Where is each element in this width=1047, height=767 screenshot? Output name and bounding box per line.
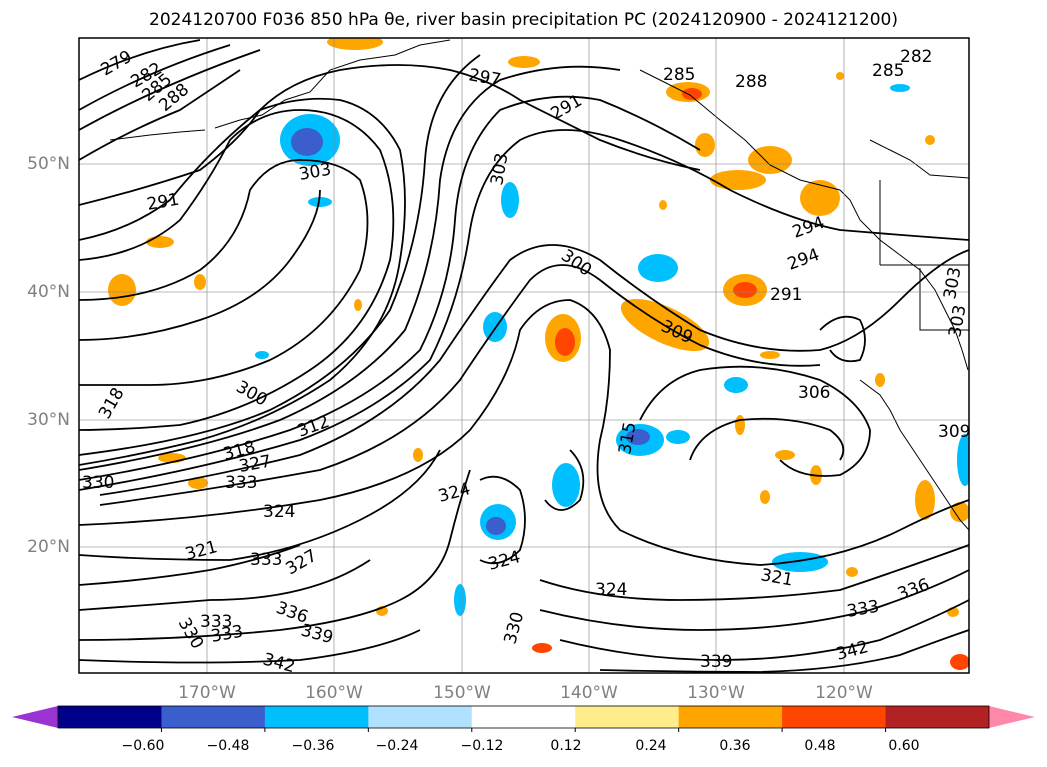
contour-label: 333	[225, 473, 257, 493]
contour-label: 285	[872, 61, 904, 81]
contour-label: 285	[663, 65, 695, 85]
lon-tick-label: 140°W	[560, 683, 618, 703]
colorbar-label: 0.48	[804, 738, 836, 754]
lon-tick-label: 120°W	[815, 683, 873, 703]
colorbar-label: 0.60	[888, 738, 920, 754]
contour-label: 288	[735, 72, 767, 92]
plot-frame	[78, 37, 970, 674]
contour-label: 306	[798, 383, 830, 403]
contour-label: 324	[263, 502, 295, 522]
contour-label: 282	[900, 47, 932, 67]
contour-label: 291	[770, 285, 802, 305]
colorbar-label: 0.36	[719, 738, 751, 754]
colorbar-label: −0.24	[375, 738, 419, 754]
lat-tick-label: 50°N	[27, 154, 70, 174]
lon-tick-label: 160°W	[305, 683, 363, 703]
theta-e-contours	[79, 39, 969, 673]
gridlines	[79, 38, 969, 673]
colorbar-label: 0.12	[550, 738, 582, 754]
contour-label: 324	[595, 580, 627, 600]
contour-label: 339	[700, 652, 732, 672]
coastlines	[109, 39, 969, 531]
contour-label: 333	[200, 612, 232, 632]
colorbar-label: −0.48	[206, 738, 250, 754]
contour-label: 309	[938, 422, 970, 442]
contour-label: 333	[250, 550, 282, 570]
lat-tick-label: 20°N	[27, 537, 70, 557]
colorbar-label: −0.12	[460, 738, 504, 754]
contour-label: 330	[82, 473, 114, 493]
colorbar-label: −0.60	[121, 738, 165, 754]
lon-tick-label: 150°W	[433, 683, 491, 703]
lon-tick-label: 170°W	[178, 683, 236, 703]
colorbar-label: 0.24	[635, 738, 667, 754]
map-title: 2024120700 F036 850 hPa θe, river basin …	[149, 10, 898, 30]
lon-tick-label: 130°W	[687, 683, 745, 703]
lat-tick-label: 30°N	[27, 410, 70, 430]
lat-tick-label: 40°N	[27, 282, 70, 302]
colorbar-label: −0.36	[291, 738, 335, 754]
